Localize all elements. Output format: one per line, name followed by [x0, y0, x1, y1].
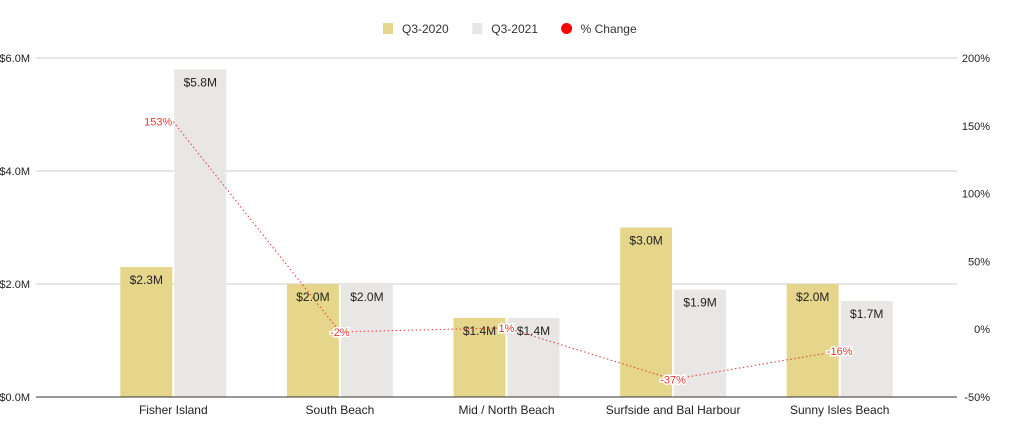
left-axis-tick-label: $0.0M — [0, 392, 30, 404]
bar-data-label: $2.0M — [296, 290, 329, 304]
bar-data-label: $1.9M — [683, 296, 716, 310]
left-axis-tick-label: $4.0M — [0, 166, 30, 178]
right-axis-tick-label: 0% — [974, 324, 990, 336]
legend-label: Q3-2021 — [491, 22, 538, 36]
bar-q3-2020 — [620, 227, 673, 397]
bar-q3-2021 — [674, 289, 727, 397]
bar-q3-2020 — [120, 267, 173, 397]
bar-data-label: $2.3M — [130, 273, 163, 287]
bars: $2.3M $2.0M $1.4M $3.0M $2.0M $5.8M $2.0M $1.4M… — [120, 69, 893, 398]
legend-swatch — [383, 23, 393, 34]
percent-change-label: 1% — [499, 323, 515, 335]
x-axis-category-label: Surfside and Bal Harbour — [606, 403, 741, 417]
bar-q3-2021 — [340, 284, 393, 397]
percent-change-line: 153% -2% 1% -37% -16% — [143, 115, 855, 388]
bar-data-label: $1.7M — [850, 307, 883, 321]
bar-q3-2021 — [840, 300, 893, 397]
gridlines — [36, 57, 957, 285]
x-axis-category-label: South Beach — [306, 403, 375, 417]
right-axis-tick-label: 150% — [962, 121, 990, 133]
bar-data-label: $1.4M — [463, 324, 496, 338]
bar-data-label: $3.0M — [629, 234, 662, 248]
percent-change-label: -37% — [660, 374, 686, 386]
bar-data-label: $5.8M — [184, 75, 217, 89]
left-axis-tick-label: $6.0M — [0, 53, 30, 65]
percent-change-label: 153% — [144, 117, 172, 129]
legend-swatch — [472, 23, 483, 34]
bar-q3-2020 — [786, 284, 839, 397]
x-axis-category-label: Sunny Isles Beach — [790, 403, 889, 417]
bar-data-label: $1.4M — [517, 324, 550, 338]
x-axis-category-label: Mid / North Beach — [458, 403, 554, 417]
bar-data-label: $2.0M — [350, 290, 383, 304]
right-axis-tick-label: -50% — [964, 392, 990, 404]
left-axis-tick-label: $2.0M — [0, 279, 30, 291]
bar-data-label: $2.0M — [796, 290, 829, 304]
right-axis-tick-label: 50% — [968, 256, 990, 268]
bar-q3-2021 — [174, 69, 227, 398]
percent-change-label: -2% — [330, 327, 350, 339]
legend-marker — [561, 23, 573, 34]
percent-change-label: -16% — [827, 346, 853, 358]
legend-label: Q3-2020 — [402, 22, 449, 36]
bar-q3-2020 — [286, 284, 339, 397]
legend: Q3-2020 Q3-2021 % Change — [383, 22, 637, 36]
percent-change-path — [172, 121, 840, 380]
axes: $0.0M $2.0M $4.0M $6.0M -50% 0% 50% 100% 150% 200… — [0, 53, 990, 417]
right-axis-tick-label: 200% — [962, 53, 990, 65]
legend-label: % Change — [581, 22, 637, 36]
right-axis-tick-label: 100% — [962, 189, 990, 201]
bar-q3-2020 — [453, 317, 506, 397]
x-axis-category-label: Fisher Island — [139, 403, 208, 417]
